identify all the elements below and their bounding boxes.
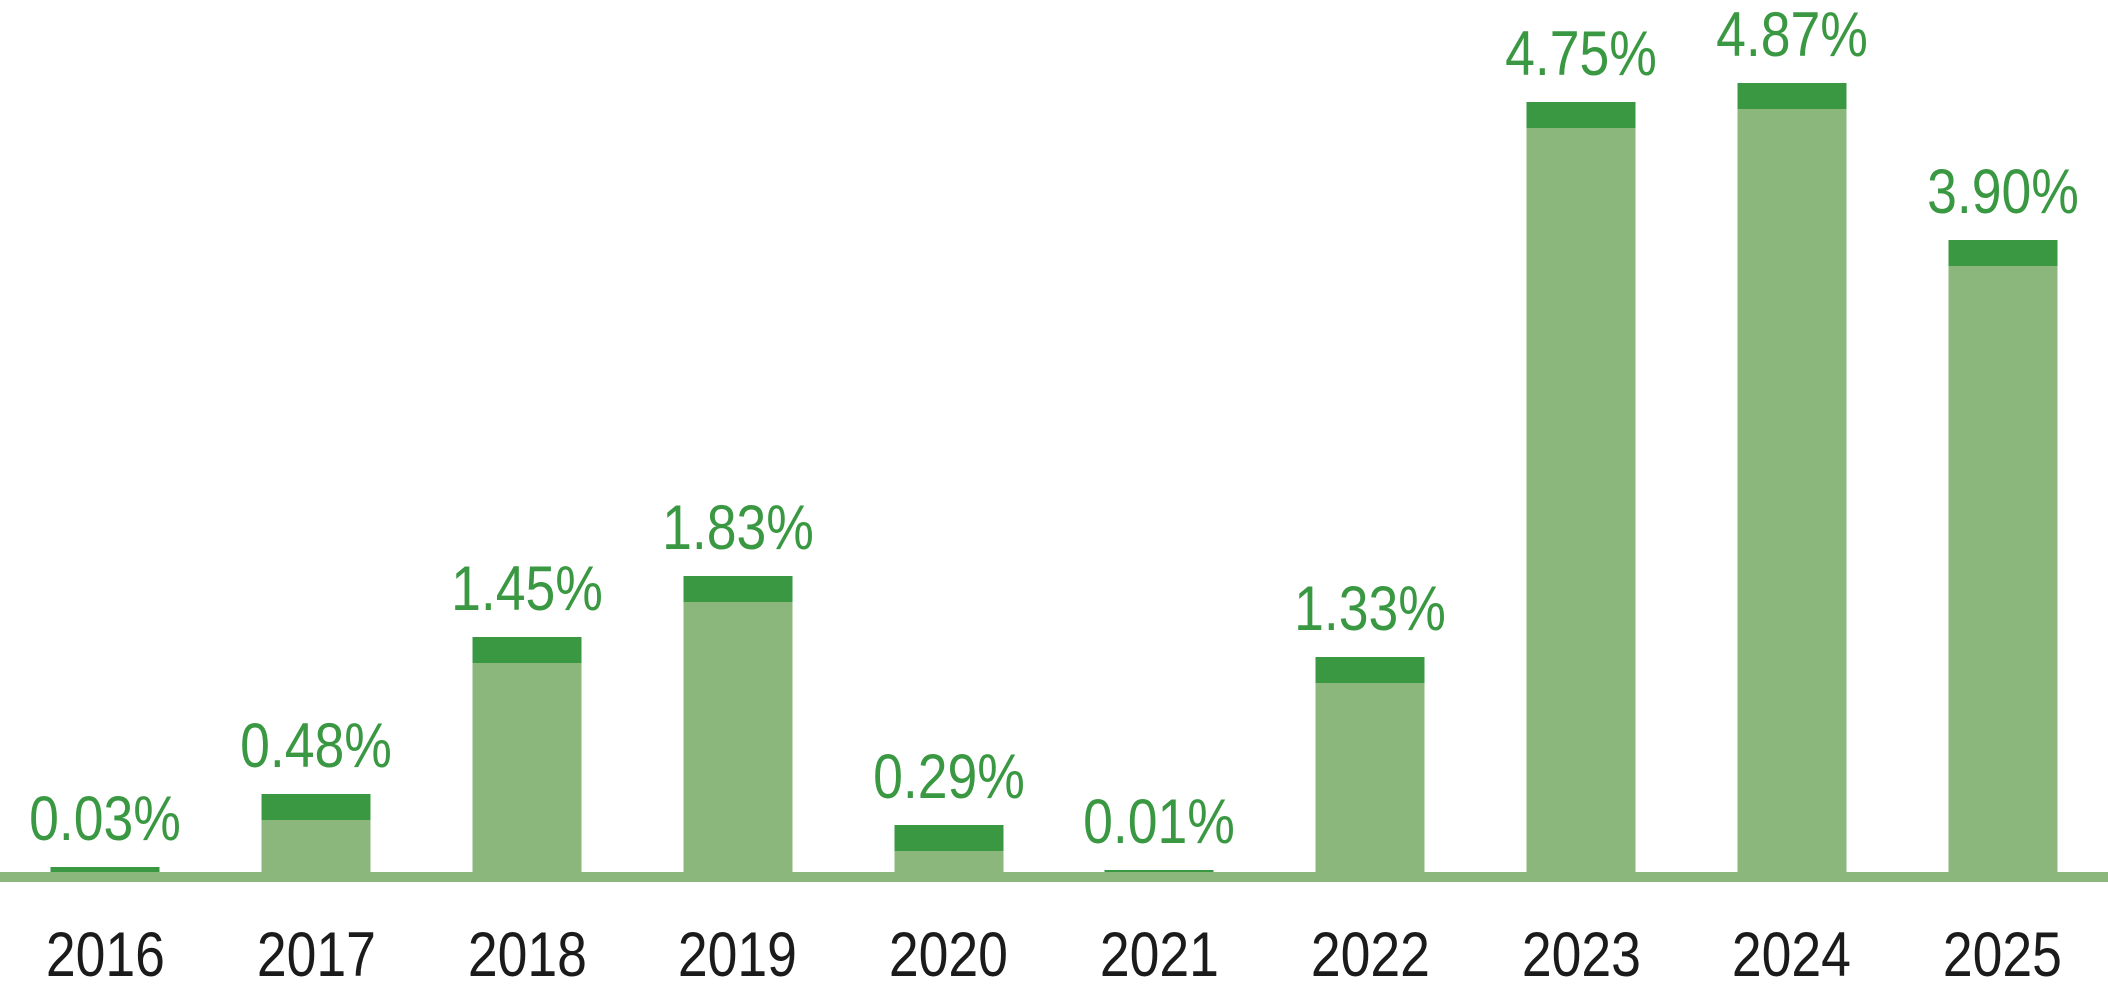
x-tick-label: 2016: [45, 920, 165, 990]
bar: [1315, 657, 1425, 872]
bar: [1526, 102, 1636, 872]
bar-group: 0.29%: [843, 0, 1054, 882]
bar-group: 4.75%: [1476, 0, 1687, 882]
bar-cap-segment: [1526, 102, 1636, 128]
x-axis-tick-labels: 2016 2017 2018 2019 2020 2021 2022 2023 2024 2025: [0, 882, 2108, 987]
x-tick-label: 2021: [1099, 920, 1219, 990]
bar-cap-segment: [1737, 83, 1847, 109]
plot-area: 0.03% 0.48% 1.45% 1.83% 0.29% 0.01% 1.33% 4.75%…: [0, 0, 2108, 882]
bar-cap-segment: [50, 867, 160, 872]
value-label: 4.75%: [1505, 19, 1657, 89]
x-tick-label: 2025: [1942, 920, 2063, 990]
x-axis-line: [0, 872, 2108, 882]
bar-columns: 0.03% 0.48% 1.45% 1.83% 0.29% 0.01% 1.33% 4.75%…: [0, 0, 2108, 882]
value-label: 0.01%: [1083, 787, 1236, 857]
value-label: 0.03%: [29, 784, 182, 854]
x-tick-label: 2018: [467, 920, 587, 990]
x-tick-label: 2017: [256, 920, 376, 990]
x-tick-label: 2019: [678, 920, 798, 990]
bar-group: 4.87%: [1686, 0, 1897, 882]
bar-cap-segment: [261, 794, 371, 820]
value-label: 0.48%: [240, 711, 393, 781]
bar-cap-segment: [1948, 240, 2058, 266]
x-tick-label: 2022: [1310, 920, 1430, 990]
value-label: 4.87%: [1715, 0, 1868, 70]
bar: [683, 576, 793, 872]
bar-group: 1.45%: [422, 0, 633, 882]
bar-group: 1.33%: [1265, 0, 1476, 882]
bar-cap-segment: [472, 637, 582, 663]
x-tick-label: 2024: [1732, 920, 1852, 990]
bar-cap-segment: [1104, 870, 1214, 872]
bar-group: 0.48%: [211, 0, 422, 882]
bar: [894, 825, 1004, 872]
bar-group: 0.03%: [0, 0, 211, 882]
x-tick-label: 2020: [889, 920, 1009, 990]
value-label: 0.29%: [872, 742, 1025, 812]
bar-group: 0.01%: [1054, 0, 1265, 882]
bar-cap-segment: [894, 825, 1004, 851]
bar: [1737, 83, 1847, 872]
value-label: 1.45%: [451, 554, 603, 624]
bar-group: 1.83%: [632, 0, 843, 882]
value-label: 1.33%: [1294, 574, 1447, 644]
bar-cap-segment: [683, 576, 793, 602]
value-label: 1.83%: [661, 493, 814, 563]
bar: [261, 794, 371, 872]
bar: [472, 637, 582, 872]
bar: [50, 867, 160, 872]
bar-cap-segment: [1315, 657, 1425, 683]
x-tick-label: 2023: [1521, 920, 1641, 990]
bar-group: 3.90%: [1897, 0, 2108, 882]
bar: [1948, 240, 2058, 872]
bar: [1104, 870, 1214, 872]
value-label: 3.90%: [1926, 157, 2079, 227]
